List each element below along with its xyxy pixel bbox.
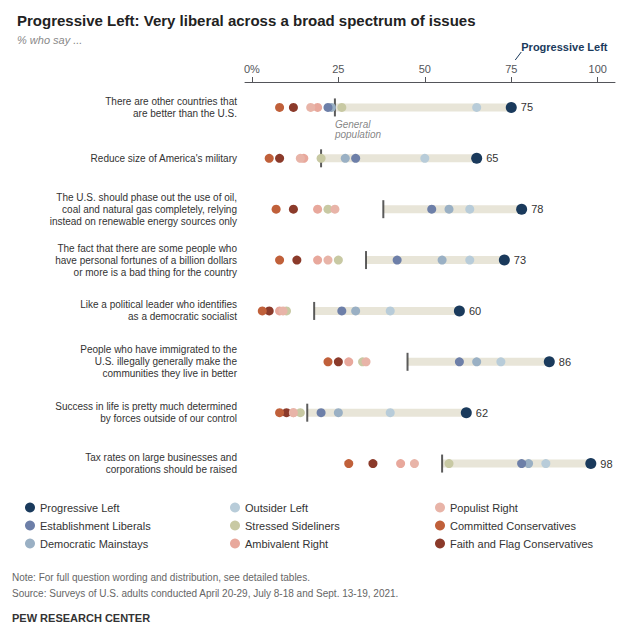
svg-text:U.S. illegally generally make: U.S. illegally generally make the xyxy=(95,356,238,367)
svg-text:0%: 0% xyxy=(244,63,260,75)
svg-text:The fact that there are some p: The fact that there are some people who xyxy=(57,243,237,254)
svg-text:78: 78 xyxy=(531,203,543,215)
svg-text:Success in life is pretty much: Success in life is pretty much determine… xyxy=(55,401,237,412)
svg-text:25: 25 xyxy=(332,63,344,75)
svg-text:Populist Right: Populist Right xyxy=(450,502,518,514)
svg-text:as a democratic socialist: as a democratic socialist xyxy=(128,311,237,322)
svg-text:86: 86 xyxy=(559,356,571,368)
svg-text:coal and natural gas completel: coal and natural gas completely, relying xyxy=(62,204,237,215)
svg-text:Outsider Left: Outsider Left xyxy=(245,502,308,514)
svg-text:Ambivalent Right: Ambivalent Right xyxy=(245,538,328,550)
svg-text:Establishment Liberals: Establishment Liberals xyxy=(40,520,151,532)
svg-text:People who have immigrated to: People who have immigrated to the xyxy=(80,344,237,355)
svg-text:population: population xyxy=(334,129,382,140)
svg-text:Like a political leader who id: Like a political leader who identifies xyxy=(80,299,237,310)
svg-text:The U.S. should phase out the: The U.S. should phase out the use of oil… xyxy=(56,192,237,203)
svg-text:Note: For full question wordin: Note: For full question wording and dist… xyxy=(12,572,310,583)
svg-text:or more is a bad thing for the: or more is a bad thing for the country xyxy=(74,267,237,278)
svg-text:50: 50 xyxy=(419,63,431,75)
svg-text:Democratic Mainstays: Democratic Mainstays xyxy=(40,538,149,550)
svg-text:Committed Conservatives: Committed Conservatives xyxy=(450,520,576,532)
svg-text:% who say ...: % who say ... xyxy=(17,34,82,46)
svg-text:are better than the U.S.: are better than the U.S. xyxy=(133,108,237,119)
svg-text:There are other countries that: There are other countries that xyxy=(105,96,237,107)
svg-text:100: 100 xyxy=(589,63,607,75)
svg-text:62: 62 xyxy=(476,407,488,419)
svg-text:Progressive Left: Progressive Left xyxy=(40,502,119,514)
svg-text:Tax rates on large businesses: Tax rates on large businesses and xyxy=(85,452,237,463)
svg-text:corporations should be raised: corporations should be raised xyxy=(106,464,237,475)
svg-text:PEW RESEARCH CENTER: PEW RESEARCH CENTER xyxy=(12,612,150,624)
svg-text:75: 75 xyxy=(521,101,533,113)
svg-text:Source: Surveys of U.S. adults: Source: Surveys of U.S. adults conducted… xyxy=(12,588,398,599)
svg-text:Progressive Left: Progressive Left xyxy=(521,41,608,53)
svg-text:General: General xyxy=(334,118,371,130)
svg-text:65: 65 xyxy=(486,152,498,164)
svg-text:communities they live in bette: communities they live in better xyxy=(102,368,237,379)
svg-text:have personal fortunes of a bi: have personal fortunes of a billion doll… xyxy=(55,255,237,266)
svg-text:by forces outside of our contr: by forces outside of our control xyxy=(100,413,237,424)
svg-text:75: 75 xyxy=(505,63,517,75)
svg-text:Stressed Sideliners: Stressed Sideliners xyxy=(245,520,340,532)
svg-text:Faith and Flag Conservatives: Faith and Flag Conservatives xyxy=(450,538,594,550)
svg-text:Progressive Left: Very liberal: Progressive Left: Very liberal across a … xyxy=(17,12,476,29)
svg-text:instead on renewable energy so: instead on renewable energy sources only xyxy=(50,216,237,227)
svg-text:98: 98 xyxy=(600,458,612,470)
svg-text:60: 60 xyxy=(469,305,481,317)
svg-text:Reduce size of America's milit: Reduce size of America's military xyxy=(91,153,237,164)
svg-text:73: 73 xyxy=(514,254,526,266)
